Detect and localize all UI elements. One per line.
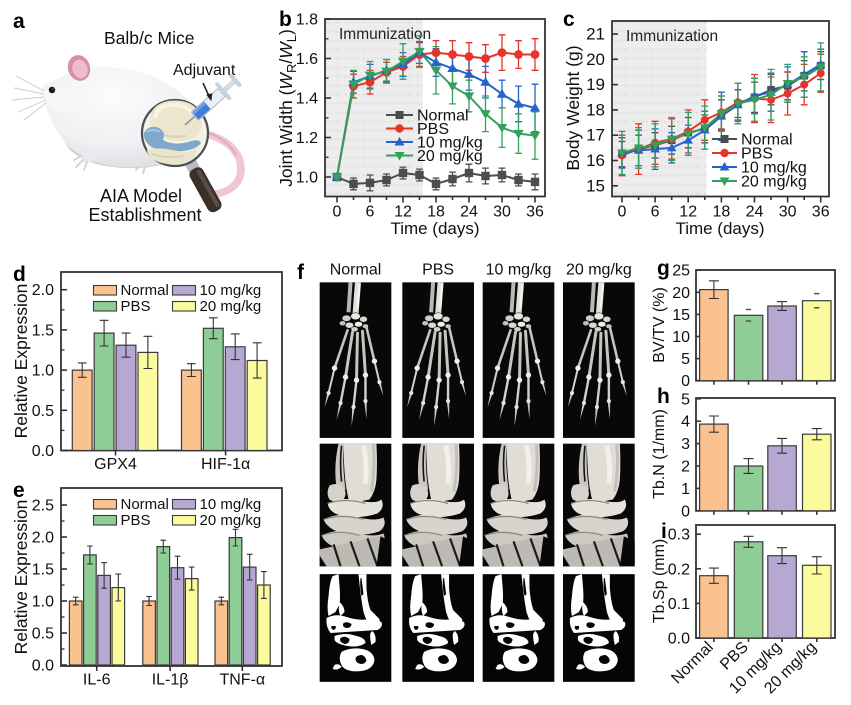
svg-text:Normal: Normal [741, 132, 793, 149]
svg-text:Immunization: Immunization [339, 26, 431, 43]
svg-text:2.0: 2.0 [32, 282, 54, 299]
svg-text:17: 17 [586, 126, 605, 145]
svg-text:PBS: PBS [417, 121, 449, 138]
svg-text:Tb.Sp (mm): Tb.Sp (mm) [651, 539, 668, 623]
svg-text:BV/TV (%): BV/TV (%) [651, 287, 668, 363]
svg-text:10 mg/kg: 10 mg/kg [417, 135, 483, 152]
svg-text:30: 30 [779, 204, 797, 221]
svg-text:PBS: PBS [121, 512, 151, 529]
svg-text:Time (days): Time (days) [675, 219, 764, 238]
svg-text:24: 24 [460, 204, 478, 221]
svg-text:10 mg/kg: 10 mg/kg [200, 496, 262, 513]
svg-text:36: 36 [526, 204, 544, 221]
svg-text:19: 19 [586, 75, 605, 94]
svg-text:0.1: 0.1 [668, 596, 690, 613]
svg-text:Relative Expression: Relative Expression [11, 284, 31, 439]
svg-text:3: 3 [681, 436, 690, 453]
svg-text:1.5: 1.5 [32, 322, 54, 339]
svg-text:18: 18 [713, 204, 731, 221]
svg-text:21: 21 [586, 25, 605, 44]
svg-text:0: 0 [681, 503, 690, 520]
svg-text:IL-1β: IL-1β [152, 672, 189, 689]
svg-text:2.5: 2.5 [32, 498, 54, 515]
svg-text:1.8: 1.8 [296, 12, 318, 29]
svg-text:20 mg/kg: 20 mg/kg [200, 298, 262, 315]
svg-text:0: 0 [681, 373, 690, 390]
svg-text:0.0: 0.0 [32, 658, 54, 675]
svg-text:10 mg/kg: 10 mg/kg [200, 282, 262, 299]
svg-text:5: 5 [681, 351, 690, 368]
svg-text:4: 4 [681, 414, 690, 431]
svg-text:Normal: Normal [121, 282, 169, 299]
svg-text:18: 18 [427, 204, 445, 221]
svg-text:PBS: PBS [741, 146, 773, 163]
svg-text:0: 0 [618, 204, 627, 221]
svg-text:20 mg/kg: 20 mg/kg [200, 512, 262, 529]
svg-text:2: 2 [681, 459, 690, 476]
svg-text:18: 18 [586, 100, 605, 119]
svg-text:36: 36 [812, 204, 830, 221]
svg-text:IL-6: IL-6 [83, 672, 111, 689]
svg-text:6: 6 [651, 204, 660, 221]
svg-text:Immunization: Immunization [626, 28, 718, 45]
svg-text:PBS: PBS [121, 298, 151, 315]
svg-text:Time (days): Time (days) [390, 219, 479, 238]
svg-text:1: 1 [681, 481, 690, 498]
svg-text:10 mg/kg: 10 mg/kg [741, 160, 807, 177]
svg-text:Normal: Normal [417, 108, 469, 125]
svg-text:1.6: 1.6 [296, 51, 318, 68]
svg-text:10: 10 [672, 329, 690, 346]
svg-text:20 mg/kg: 20 mg/kg [417, 148, 483, 165]
svg-text:0: 0 [333, 204, 342, 221]
svg-text:0.5: 0.5 [32, 626, 54, 643]
svg-text:0.2: 0.2 [668, 561, 690, 578]
svg-text:16: 16 [586, 151, 605, 170]
svg-text:0.0: 0.0 [32, 443, 54, 460]
svg-text:1.0: 1.0 [296, 170, 318, 187]
svg-text:30: 30 [493, 204, 511, 221]
svg-text:TNF-α: TNF-α [219, 672, 265, 689]
svg-text:0.5: 0.5 [32, 403, 54, 420]
svg-text:6: 6 [366, 204, 375, 221]
svg-text:24: 24 [746, 204, 764, 221]
svg-text:25: 25 [672, 263, 690, 280]
svg-text:1.0: 1.0 [32, 363, 54, 380]
svg-text:Normal: Normal [330, 262, 382, 279]
svg-text:Tb.N (1/mm): Tb.N (1/mm) [651, 409, 668, 499]
svg-text:20 mg/kg: 20 mg/kg [566, 262, 632, 279]
svg-text:15: 15 [672, 307, 690, 324]
svg-text:1.0: 1.0 [32, 594, 54, 611]
svg-text:1.5: 1.5 [32, 562, 54, 579]
svg-text:12: 12 [394, 204, 412, 221]
svg-text:HIF-1α: HIF-1α [201, 456, 250, 473]
svg-text:2.0: 2.0 [32, 530, 54, 547]
svg-text:1.2: 1.2 [296, 130, 318, 147]
svg-text:5: 5 [681, 391, 690, 408]
svg-text:12: 12 [679, 204, 697, 221]
svg-text:Body Weight (g): Body Weight (g) [563, 45, 583, 170]
svg-text:1.4: 1.4 [296, 91, 318, 108]
svg-text:10 mg/kg: 10 mg/kg [486, 262, 552, 279]
svg-text:15: 15 [586, 176, 605, 195]
svg-text:20: 20 [672, 285, 690, 302]
svg-text:20: 20 [586, 50, 605, 69]
svg-text:Normal: Normal [121, 496, 169, 513]
svg-text:0.0: 0.0 [668, 631, 690, 648]
svg-text:20 mg/kg: 20 mg/kg [741, 174, 807, 191]
svg-text:0.3: 0.3 [668, 527, 690, 544]
svg-text:Relative Expression: Relative Expression [11, 500, 31, 655]
svg-text:PBS: PBS [422, 262, 454, 279]
svg-text:GPX4: GPX4 [94, 456, 137, 473]
